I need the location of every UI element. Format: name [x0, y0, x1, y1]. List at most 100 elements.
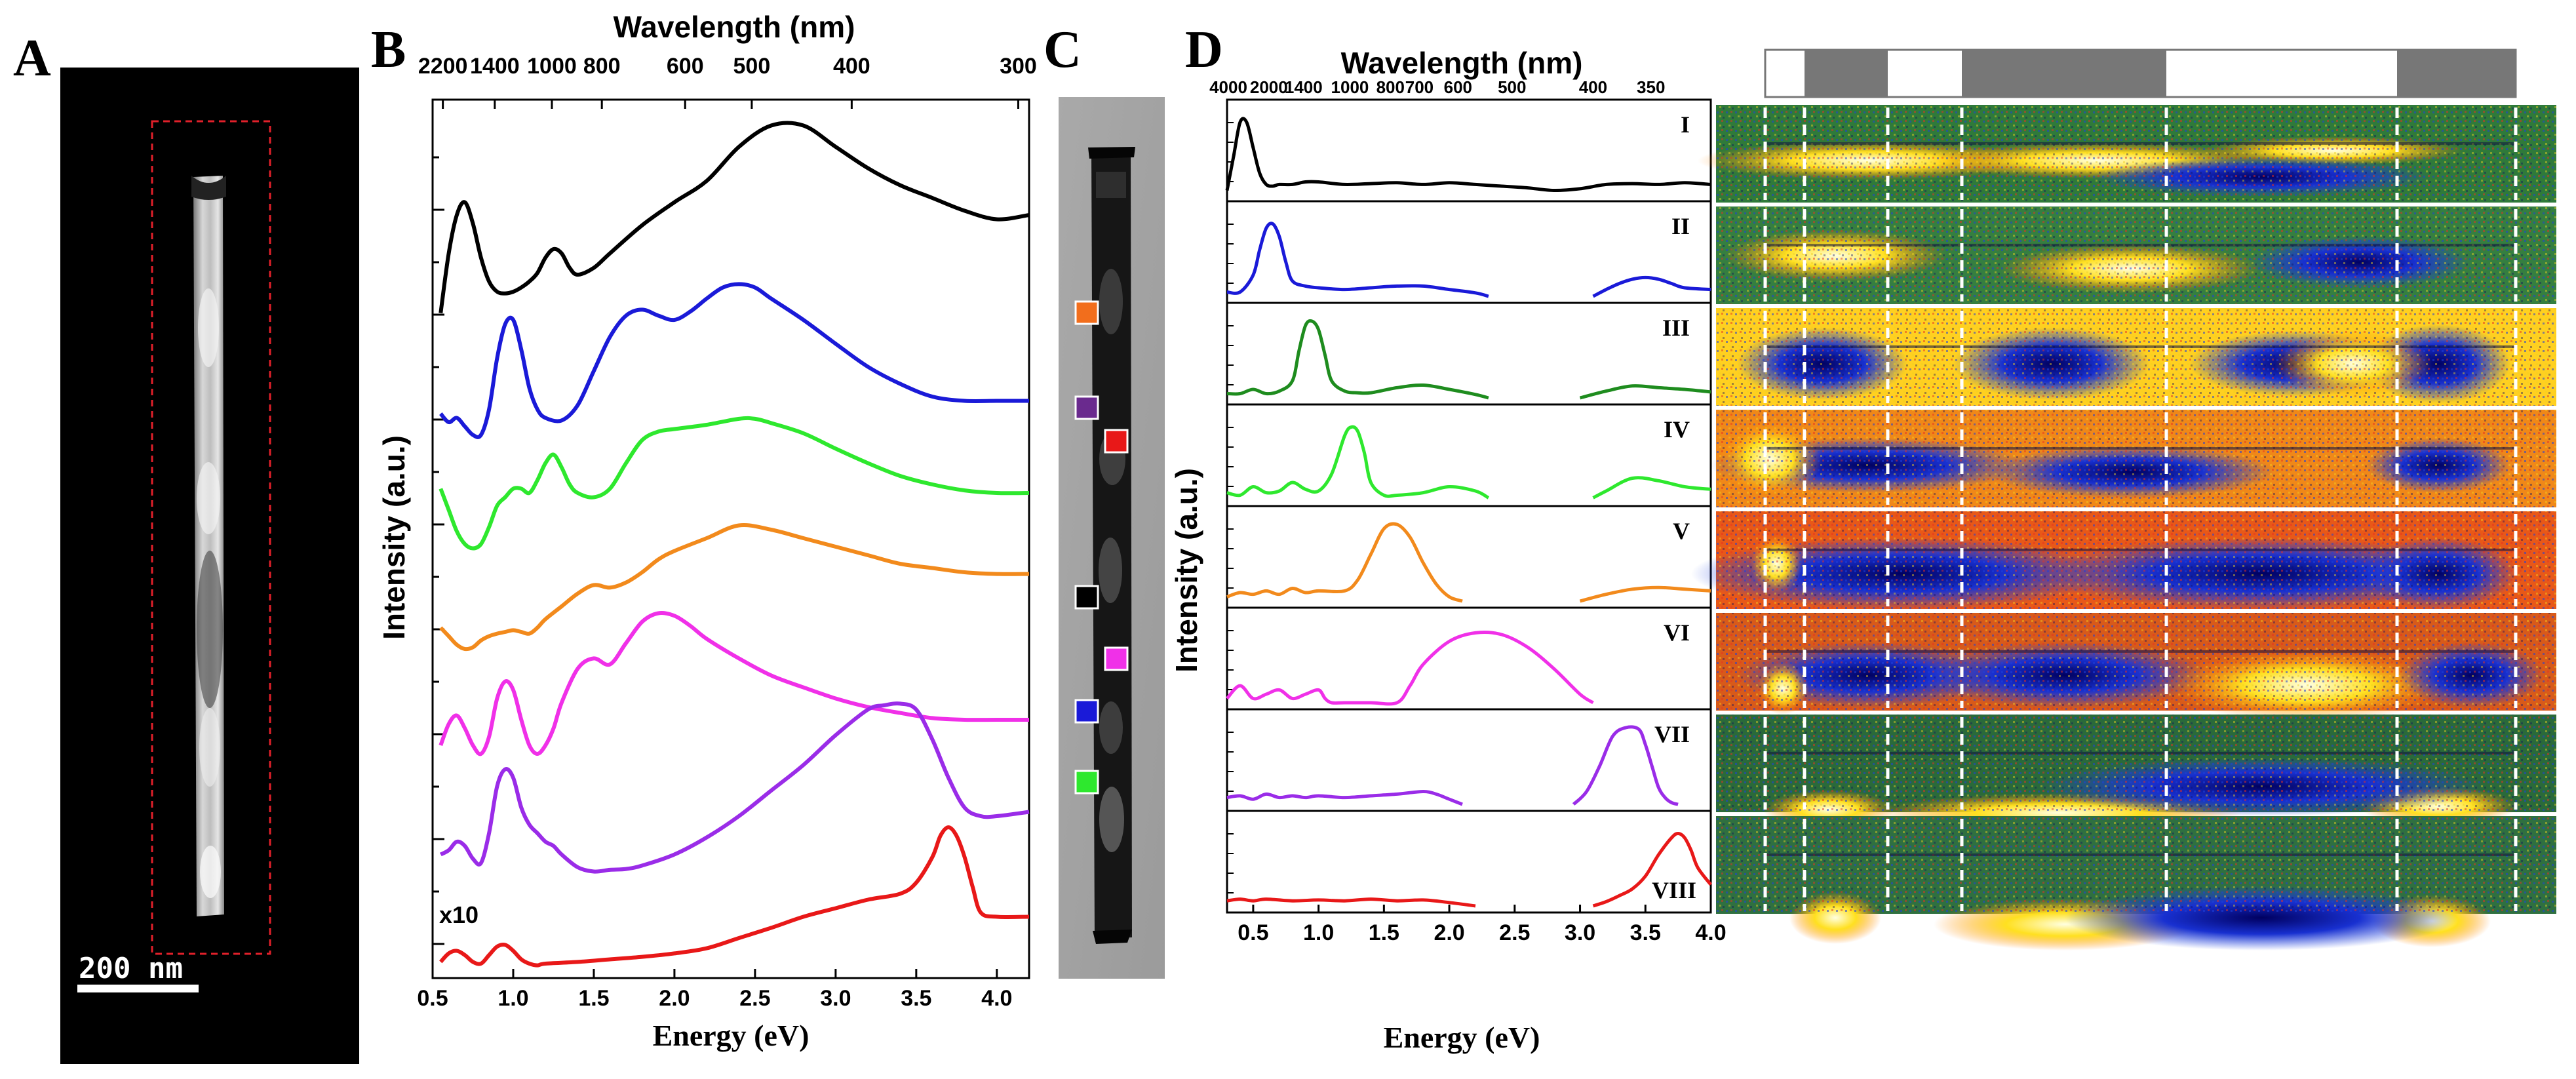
spectrum-frame	[1226, 98, 1712, 203]
panel-c: C	[1044, 21, 1165, 979]
top-tick-label: 600	[667, 54, 704, 79]
top-tick-label: 350	[1637, 77, 1665, 97]
panel-c-label: C	[1044, 21, 1082, 79]
panel-d-label: D	[1185, 21, 1223, 79]
spectrum-row-III: III	[1226, 302, 1712, 406]
map-noise	[1716, 816, 2556, 914]
eels-map-V	[1691, 511, 2556, 610]
mode-label: V	[1673, 518, 1690, 544]
mode-VIII-spectrum	[1226, 897, 1476, 908]
map-noise	[1716, 715, 2556, 812]
mode-III-spectrum	[1226, 319, 1489, 400]
top-tick-label: 300	[1000, 54, 1037, 79]
top-tick-label: 800	[1376, 77, 1405, 97]
mode-IV-spectrum-uv	[1592, 476, 1711, 500]
sem-nanorod	[191, 176, 226, 916]
panel-b-series	[439, 121, 1030, 968]
map-noise	[1716, 308, 2556, 406]
series-line-green	[439, 416, 1030, 551]
top-tick-label: 1400	[470, 54, 520, 79]
marker-purple	[1074, 395, 1099, 420]
eels-map-I	[1698, 105, 2556, 203]
mode-label: VII	[1654, 721, 1690, 747]
series-line-purple	[439, 701, 1030, 874]
top-tick-label: 700	[1405, 77, 1434, 97]
map-noise	[1716, 206, 2556, 304]
series-line-orange	[439, 523, 1030, 652]
x-tick-label: 2.0	[659, 986, 690, 1011]
eels-map-IV	[1711, 410, 2556, 507]
panel-d-x-axis-title: Energy (eV)	[1384, 1021, 1540, 1054]
spectrum-frame	[1226, 810, 1712, 914]
spectrum-row-I: I	[1225, 98, 1712, 203]
x-tick-label: 4.0	[981, 986, 1012, 1011]
x-tick-label: 1.0	[498, 986, 528, 1011]
scale-bar	[77, 985, 199, 992]
x-tick-label: 3.5	[1630, 920, 1661, 945]
top-tick-label: 500	[1498, 77, 1526, 97]
eels-map-III	[1716, 308, 2556, 406]
mode-label: III	[1662, 315, 1690, 341]
scale-bar-label: 200 nm	[79, 952, 183, 985]
structure-schematic	[1764, 49, 2517, 98]
x-tick-label: 2.0	[1434, 920, 1464, 945]
top-tick-label: 2200	[418, 54, 468, 79]
tem-nanorod	[1088, 147, 1135, 944]
panel-b-y-axis-title: Intensity (a.u.)	[377, 435, 411, 640]
eels-maps	[1691, 49, 2556, 951]
mode-I-spectrum	[1225, 117, 1711, 193]
mode-VII-spectrum	[1226, 789, 1463, 806]
marker-green	[1074, 770, 1099, 795]
x-tick-label: 2.5	[1499, 920, 1530, 945]
series-line-red	[439, 825, 1030, 968]
panel-d-top-axis-title: Wavelength (nm)	[1341, 46, 1583, 80]
top-tick-label: 600	[1444, 77, 1472, 97]
mode-IV-spectrum	[1226, 425, 1490, 500]
x-tick-label: 3.0	[820, 986, 851, 1011]
series-line-magenta	[439, 611, 1029, 756]
marker-black	[1074, 585, 1099, 610]
spectrum-frame	[1226, 505, 1712, 609]
mode-V-spectrum	[1226, 522, 1463, 603]
mode-II-spectrum-uv	[1592, 275, 1711, 298]
x-tick-label: 3.0	[1565, 920, 1595, 945]
spectrum-row-VII: VII	[1226, 708, 1712, 812]
top-tick-label: 400	[1579, 77, 1607, 97]
marker-magenta	[1104, 646, 1129, 671]
mode-label: VIII	[1652, 877, 1696, 903]
panel-d-y-axis-title: Intensity (a.u.)	[1169, 468, 1203, 673]
eels-map-stack	[1691, 105, 2556, 951]
panel-a: A 200 nm	[13, 29, 359, 1064]
x-tick-label: 0.5	[1238, 920, 1268, 945]
panel-b-frame	[431, 98, 1030, 979]
tem-markers	[1074, 300, 1129, 795]
panel-b-top-ticks: 2200 1400 1000 800 600 500 400 300	[418, 54, 1037, 109]
mode-VII-spectrum-uv	[1572, 725, 1679, 806]
top-tick-label: 1000	[527, 54, 577, 79]
top-tick-label: 1000	[1331, 77, 1369, 97]
panel-b: B Wavelength (nm) 2200 1400 1000 800 600 500 4…	[371, 10, 1037, 1052]
spectrum-row-V: V	[1226, 505, 1712, 609]
top-tick-label: 800	[583, 54, 621, 79]
eels-map-VI	[1716, 613, 2556, 721]
eels-map-VIII	[1716, 816, 2556, 951]
panel-a-label: A	[13, 29, 51, 87]
top-tick-label: 2000	[1250, 77, 1288, 97]
x-tick-label: 3.5	[901, 986, 931, 1011]
scale-factor-annotation: x10	[439, 901, 478, 928]
top-tick-label: 4000	[1209, 77, 1247, 97]
top-tick-label: 400	[833, 54, 870, 79]
series-line-blue	[439, 282, 1029, 439]
spectrum-frame	[1226, 200, 1712, 304]
mode-V-spectrum-uv	[1579, 585, 1711, 603]
mode-II-spectrum	[1226, 222, 1489, 298]
mode-label: VI	[1664, 619, 1690, 646]
spectrum-row-VI: VI	[1226, 606, 1712, 711]
eels-map-VII	[1716, 715, 2556, 833]
x-tick-label: 1.5	[578, 986, 609, 1011]
panel-b-top-axis-title: Wavelength (nm)	[614, 10, 855, 44]
marker-blue	[1074, 699, 1099, 724]
